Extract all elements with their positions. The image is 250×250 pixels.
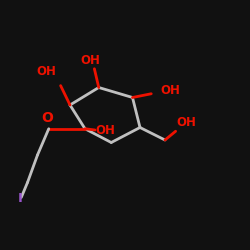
Text: OH: OH <box>80 54 100 66</box>
Text: OH: OH <box>36 65 56 78</box>
Text: O: O <box>42 110 54 124</box>
Text: OH: OH <box>95 124 115 136</box>
Text: OH: OH <box>176 116 196 129</box>
Text: I: I <box>18 192 22 205</box>
Text: OH: OH <box>160 84 180 96</box>
